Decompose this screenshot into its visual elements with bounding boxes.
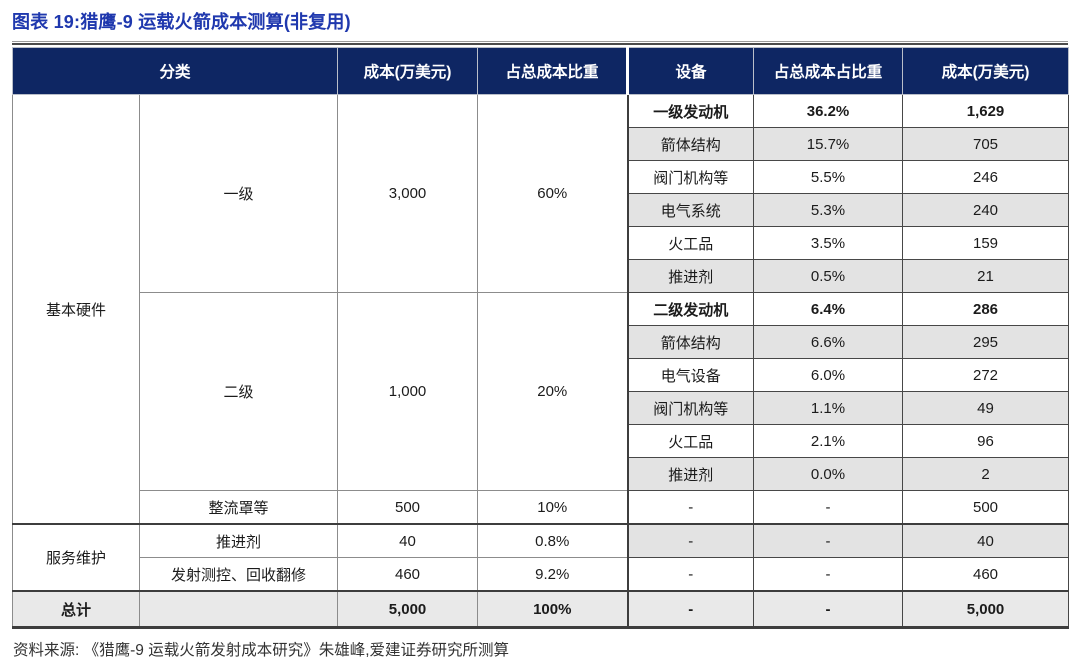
device-cell: - xyxy=(626,557,755,592)
classification-cell: 60% xyxy=(477,94,629,293)
device-cell: 箭体结构 xyxy=(626,325,755,359)
device-cell: 5.3% xyxy=(753,193,904,227)
table-row: 阀门机构等 5.5% 246 xyxy=(13,160,1070,194)
classification-cell: 100% xyxy=(477,590,629,629)
device-cell: 36.2% xyxy=(753,94,904,128)
device-cell: 5.5% xyxy=(753,160,904,194)
figure-title: 图表 19:猎鹰-9 运载火箭成本测算(非复用) xyxy=(12,12,351,32)
device-cell: 1.1% xyxy=(753,391,904,425)
table-row: 基本硬件 一级 3,000 60% 一级发动机 36.2% 1,629 xyxy=(12,94,1070,525)
device-cell: - xyxy=(753,490,904,525)
device-cell: 火工品 xyxy=(626,226,755,260)
total-label: 总计 xyxy=(12,590,140,629)
table-row: 火工品 3.5% 159 xyxy=(13,226,1070,260)
table-row: 阀门机构等 1.1% 49 xyxy=(13,391,1070,425)
table-row: 总计 5,000 100% - -5,000 xyxy=(12,590,1070,629)
table-row: 电气设备 6.0% 272 xyxy=(13,358,1070,392)
device-cell: 705 xyxy=(902,127,1070,161)
classification-cell: 发射测控、回收翻修 xyxy=(138,557,339,592)
device-cell: 2 xyxy=(902,457,1070,491)
table-row: 推进剂 0.0% 2 xyxy=(13,457,1070,491)
header-row: 分类 成本(万美元) 占总成本比重 设备 占总成本占比重 成本(万美元) xyxy=(11,47,1070,95)
subcategory-stage-1: 一级 xyxy=(138,94,339,293)
table-row: 箭体结构 15.7% 705 xyxy=(13,127,1070,161)
title-divider xyxy=(12,41,1068,45)
classification-cell: 1,000 xyxy=(337,292,479,491)
source-note: 资料来源: 《猎鹰-9 运载火箭发射成本研究》朱雄峰,爱建证券研究所测算 xyxy=(13,642,510,659)
device-cell: 240 xyxy=(902,193,1070,227)
device-cell: 40 xyxy=(902,523,1070,558)
device-cell: 295 xyxy=(902,325,1070,359)
device-cell: 1,629 xyxy=(902,94,1070,128)
device-cell: 460 xyxy=(902,557,1070,592)
device-cell: 火工品 xyxy=(626,424,755,458)
falcon9-cost-table: 分类 成本(万美元) 占总成本比重 设备 占总成本占比重 成本(万美元) 基本硬件 一级 3,… xyxy=(11,47,1070,629)
column-header: 占总成本比重 xyxy=(477,47,629,95)
subcategory-fairing: 整流罩等 xyxy=(138,490,339,525)
classification-cell: 500 xyxy=(337,490,479,525)
device-cell: - xyxy=(626,523,755,558)
device-cell: 0.0% xyxy=(753,457,904,491)
classification-cell: 5,000 xyxy=(337,590,479,629)
classification-cell: 9.2% xyxy=(477,557,629,592)
column-header: 占总成本占比重 xyxy=(753,47,904,95)
device-cell: 2.1% xyxy=(753,424,904,458)
device-cell: 0.5% xyxy=(753,259,904,293)
device-cell: 推进剂 xyxy=(626,259,755,293)
device-cell: 286 xyxy=(902,292,1070,326)
classification-cell: 460 xyxy=(337,557,479,592)
device-cell: 推进剂 xyxy=(626,457,755,491)
device-cell: 500 xyxy=(902,490,1070,525)
device-cell: 15.7% xyxy=(753,127,904,161)
classification-cell xyxy=(138,590,339,629)
column-header: 成本(万美元) xyxy=(902,47,1070,95)
classification-cell: 40 xyxy=(337,523,479,558)
device-cell: 159 xyxy=(902,226,1070,260)
table-row: 发射测控、回收翻修 460 9.2% - -460 xyxy=(13,557,1070,592)
table-row: 整流罩等 500 10% - -500 xyxy=(13,490,1070,525)
device-cell: 阀门机构等 xyxy=(626,160,755,194)
table-header: 分类 成本(万美元) 占总成本比重 设备 占总成本占比重 成本(万美元) xyxy=(11,47,1070,95)
column-header: 设备 xyxy=(626,47,755,95)
device-cell: - xyxy=(753,523,904,558)
category-basic-hardware: 基本硬件 xyxy=(12,94,140,525)
device-cell: 3.5% xyxy=(753,226,904,260)
table-row: 火工品 2.1% 96 xyxy=(13,424,1070,458)
device-cell: 阀门机构等 xyxy=(626,391,755,425)
column-header: 分类 xyxy=(11,47,339,95)
device-cell: 21 xyxy=(902,259,1070,293)
column-header: 成本(万美元) xyxy=(337,47,479,95)
device-cell: - xyxy=(753,557,904,592)
device-cell: 箭体结构 xyxy=(626,127,755,161)
classification-cell: 10% xyxy=(477,490,629,525)
device-cell: - xyxy=(753,590,904,629)
table-row: 推进剂 0.5% 21 xyxy=(13,259,1070,293)
device-cell: 一级发动机 xyxy=(626,94,755,128)
device-cell: - xyxy=(626,490,755,525)
device-cell: 电气系统 xyxy=(626,193,755,227)
table-body: 基本硬件 一级 3,000 60% 一级发动机 36.2% 1,629 箭体结构 15.7% 70… xyxy=(12,94,1070,629)
classification-cell: 推进剂 xyxy=(138,523,339,558)
device-cell: 5,000 xyxy=(902,590,1070,629)
device-cell: 6.4% xyxy=(753,292,904,326)
device-cell: 246 xyxy=(902,160,1070,194)
device-cell: 272 xyxy=(902,358,1070,392)
device-cell: 49 xyxy=(902,391,1070,425)
device-cell: 96 xyxy=(902,424,1070,458)
table-row: 二级 1,000 20% 二级发动机 6.4% 286 xyxy=(13,292,1070,491)
device-cell: 电气设备 xyxy=(626,358,755,392)
classification-cell: 3,000 xyxy=(337,94,479,293)
device-cell: 6.6% xyxy=(753,325,904,359)
classification-cell: 20% xyxy=(477,292,629,491)
table-row: 服务维护 推进剂 40 0.8% - -40 xyxy=(12,523,1070,592)
device-cell: 6.0% xyxy=(753,358,904,392)
table-row: 电气系统 5.3% 240 xyxy=(13,193,1070,227)
device-cell: - xyxy=(626,590,755,629)
category-service-maintenance: 服务维护 xyxy=(12,523,140,592)
device-cell: 二级发动机 xyxy=(626,292,755,326)
classification-cell: 0.8% xyxy=(477,523,629,558)
subcategory-stage-2: 二级 xyxy=(138,292,339,491)
